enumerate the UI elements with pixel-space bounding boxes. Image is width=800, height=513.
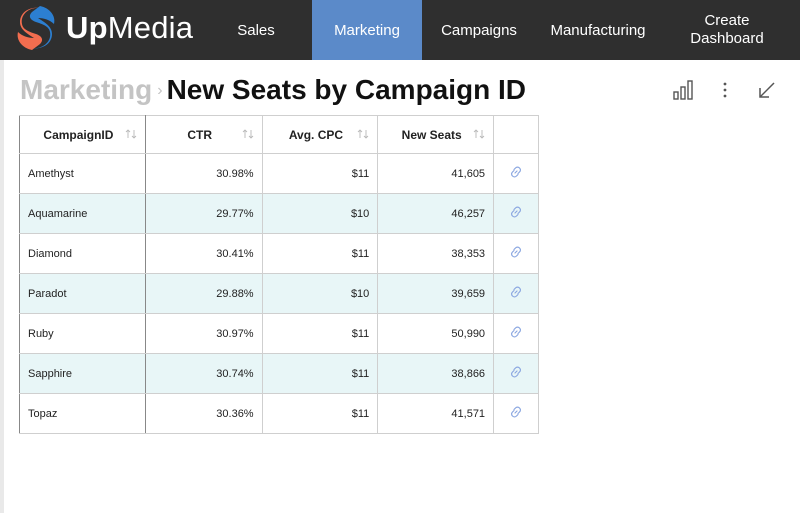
cell-ctr: 29.88% — [144, 273, 263, 314]
table-row[interactable]: Amethyst 30.98% $11 41,605 — [19, 153, 539, 194]
app-logo[interactable]: UpMedia — [12, 3, 194, 55]
cell-new-seats: 38,353 — [377, 233, 495, 274]
cell-ctr: 30.41% — [144, 233, 263, 274]
cell-new-seats: 41,605 — [377, 153, 495, 194]
column-header-avg-cpc[interactable]: Avg. CPC — [261, 115, 379, 154]
cell-avg-cpc: $11 — [261, 233, 379, 274]
nav-create-dashboard[interactable]: Create Dashboard — [664, 0, 790, 60]
link-icon[interactable] — [508, 284, 524, 300]
column-header-label: New Seats — [401, 127, 462, 142]
cell-link[interactable] — [493, 153, 539, 194]
cell-avg-cpc: $11 — [261, 353, 379, 394]
collapse-icon[interactable] — [755, 78, 779, 102]
cell-avg-cpc: $10 — [261, 273, 379, 314]
nav-sales[interactable]: Sales — [202, 0, 310, 60]
cell-link[interactable] — [493, 393, 539, 434]
cell-new-seats: 50,990 — [377, 313, 495, 354]
link-icon[interactable] — [508, 244, 524, 260]
table-row[interactable]: Paradot 29.88% $10 39,659 — [19, 273, 539, 314]
link-icon[interactable] — [508, 164, 524, 180]
column-header-label: CampaignID — [43, 127, 114, 142]
cell-link[interactable] — [493, 313, 539, 354]
nav-manufacturing-label: Manufacturing — [550, 21, 646, 39]
nav-marketing[interactable]: Marketing — [312, 0, 422, 60]
cell-campaignid: Ruby — [19, 313, 146, 354]
sort-icon[interactable] — [473, 128, 485, 140]
column-header-label: CTR — [187, 127, 213, 142]
cell-link[interactable] — [493, 233, 539, 274]
nav-marketing-label: Marketing — [334, 21, 400, 39]
cell-avg-cpc: $11 — [261, 153, 379, 194]
cell-campaignid: Sapphire — [19, 353, 146, 394]
campaign-table: CampaignID CTR Avg. CPC New Seats — [19, 115, 539, 434]
breadcrumb: Marketing › New Seats by Campaign ID — [20, 74, 526, 106]
cell-campaignid: Aquamarine — [19, 193, 146, 234]
cell-avg-cpc: $11 — [261, 313, 379, 354]
cell-ctr: 29.77% — [144, 193, 263, 234]
cell-new-seats: 39,659 — [377, 273, 495, 314]
link-icon[interactable] — [508, 404, 524, 420]
cell-new-seats: 46,257 — [377, 193, 495, 234]
breadcrumb-parent[interactable]: Marketing — [20, 74, 153, 105]
cell-ctr: 30.98% — [144, 153, 263, 194]
cell-campaignid: Topaz — [19, 393, 146, 434]
nav-campaigns-label: Campaigns — [441, 21, 517, 39]
link-icon[interactable] — [508, 364, 524, 380]
cell-link[interactable] — [493, 353, 539, 394]
cell-new-seats: 38,866 — [377, 353, 495, 394]
link-icon[interactable] — [508, 324, 524, 340]
column-header-ctr[interactable]: CTR — [144, 115, 263, 154]
cell-avg-cpc: $10 — [261, 193, 379, 234]
nav-manufacturing[interactable]: Manufacturing — [536, 0, 660, 60]
top-navigation-bar: UpMedia Sales Marketing Campaigns Manufa… — [0, 0, 800, 60]
nav-dashboard-label: Dashboard — [690, 30, 764, 47]
cell-campaignid: Paradot — [19, 273, 146, 314]
page-title: New Seats by Campaign ID — [166, 74, 527, 105]
cell-ctr: 30.97% — [144, 313, 263, 354]
logo-mark-icon — [17, 6, 55, 50]
sort-icon[interactable] — [357, 128, 369, 140]
cell-link[interactable] — [493, 193, 539, 234]
table-row[interactable]: Aquamarine 29.77% $10 46,257 — [19, 193, 539, 234]
table-header-row: CampaignID CTR Avg. CPC New Seats — [19, 115, 539, 154]
nav-sales-label: Sales — [237, 21, 275, 39]
table-row[interactable]: Topaz 30.36% $11 41,571 — [19, 393, 539, 434]
dashboard-panel: Marketing › New Seats by Campaign ID Cam… — [4, 60, 800, 513]
table-row[interactable]: Ruby 30.97% $11 50,990 — [19, 313, 539, 354]
column-header-campaignid[interactable]: CampaignID — [19, 115, 146, 154]
sort-icon[interactable] — [242, 128, 254, 140]
cell-campaignid: Diamond — [19, 233, 146, 274]
cell-campaignid: Amethyst — [19, 153, 146, 194]
app-name: UpMedia — [66, 10, 194, 45]
table-row[interactable]: Diamond 30.41% $11 38,353 — [19, 233, 539, 274]
cell-ctr: 30.36% — [144, 393, 263, 434]
table-row[interactable]: Sapphire 30.74% $11 38,866 — [19, 353, 539, 394]
column-header-new-seats[interactable]: New Seats — [377, 115, 495, 154]
column-header-link — [493, 115, 539, 154]
sort-icon[interactable] — [125, 128, 137, 140]
bar-chart-icon[interactable] — [671, 78, 695, 102]
link-icon[interactable] — [508, 204, 524, 220]
breadcrumb-separator: › — [157, 82, 163, 99]
cell-avg-cpc: $11 — [261, 393, 379, 434]
nav-campaigns[interactable]: Campaigns — [424, 0, 534, 60]
cell-new-seats: 41,571 — [377, 393, 495, 434]
cell-ctr: 30.74% — [144, 353, 263, 394]
more-vertical-icon[interactable] — [713, 78, 737, 102]
nav-create-label: Create — [704, 12, 750, 29]
column-header-label: Avg. CPC — [288, 127, 344, 142]
cell-link[interactable] — [493, 273, 539, 314]
